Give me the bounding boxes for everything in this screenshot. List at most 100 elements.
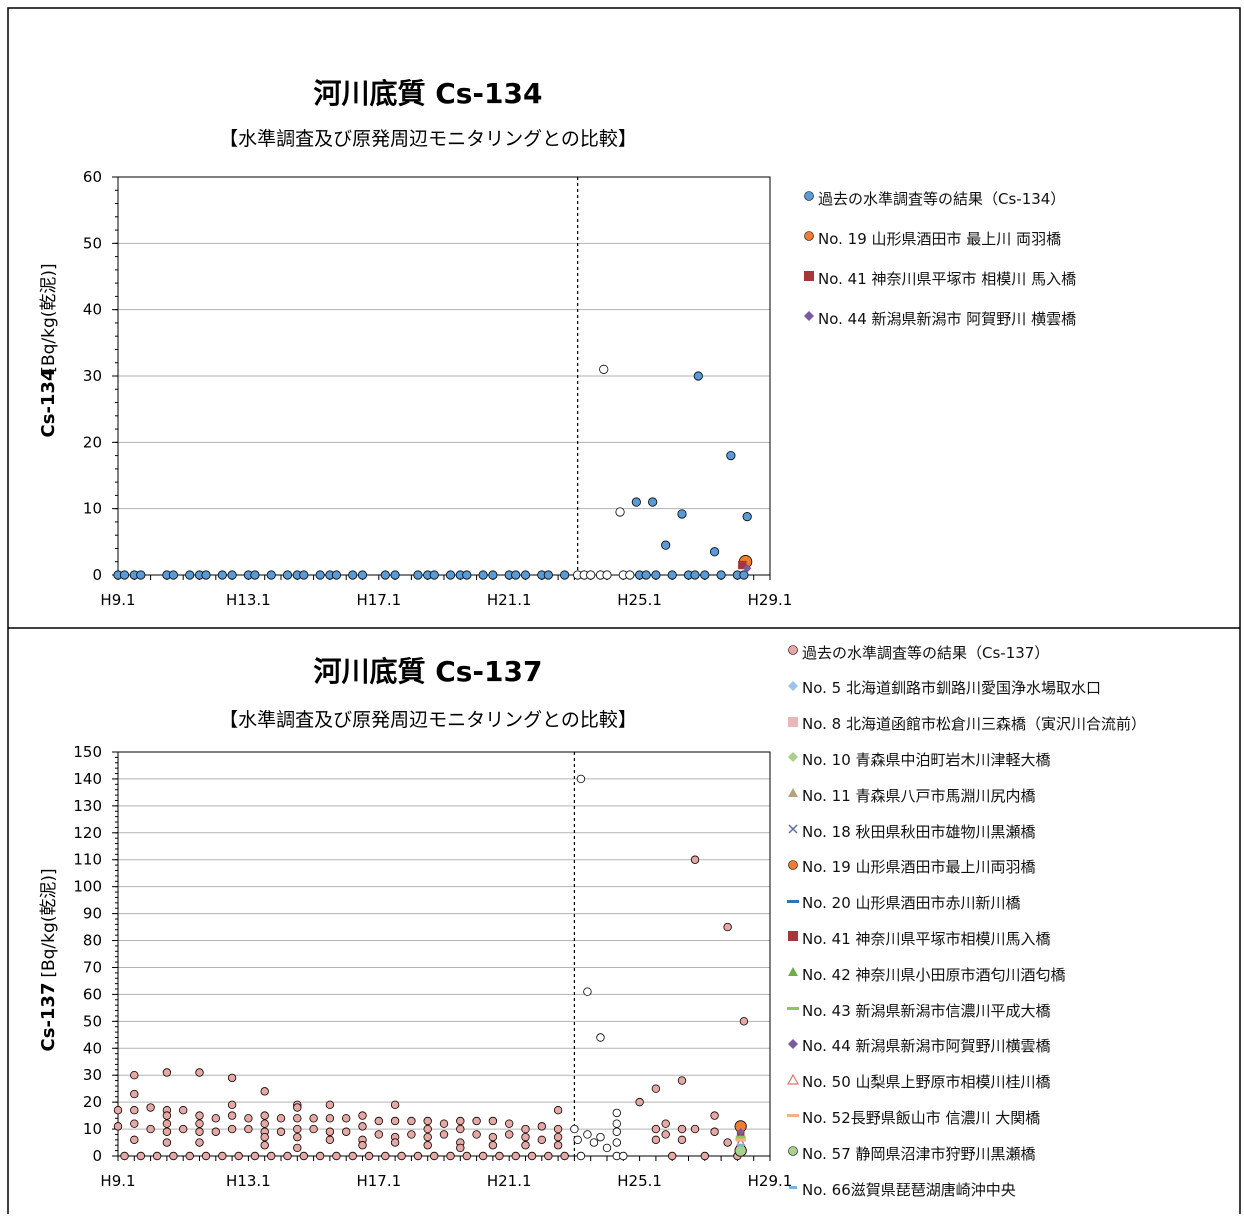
x-tick-label: H17.1: [356, 1172, 401, 1190]
data-point: [348, 570, 358, 580]
data-point: [168, 570, 179, 580]
data-point: [553, 1106, 563, 1115]
legend-label: No. 43 新潟県新潟市信濃川平成大橋: [802, 1001, 1051, 1020]
legend-label: No. 52長野県飯山市 信濃川 大関橋: [802, 1108, 1041, 1127]
data-point: [130, 1070, 139, 1080]
data-point: [462, 570, 472, 580]
data-point: [456, 1116, 465, 1126]
data-point: [299, 1151, 309, 1161]
data-point: [615, 507, 625, 517]
data-point: [293, 1103, 302, 1112]
data-point: [120, 1151, 129, 1161]
data-point: [521, 1124, 530, 1134]
data-point: [661, 540, 671, 550]
data-point: [195, 1119, 204, 1128]
data-point: [195, 1127, 204, 1136]
x-tick-label: H9.1: [100, 591, 135, 609]
data-point: [553, 1141, 563, 1150]
plot-area-cs134: 0 10 20 30 40 50 60 H9.1 H13.1 H17.1 H21.1 H25.1 H29…: [83, 168, 792, 609]
y-tick-label: 130: [73, 797, 102, 815]
y-tick-label: 30: [83, 367, 102, 385]
data-point: [612, 1108, 621, 1118]
legend-marker-icon: [802, 229, 816, 247]
data-point: [407, 1116, 416, 1126]
data-point: [244, 1114, 253, 1123]
data-point: [130, 1106, 139, 1115]
data-point: [667, 570, 677, 580]
legend-marker-icon: [786, 786, 800, 804]
legend-label: No. 50 山梨県上野原市相模川桂川橋: [802, 1073, 1051, 1092]
data-point: [576, 774, 586, 784]
data-point: [146, 1103, 155, 1112]
data-point: [325, 1135, 335, 1145]
data-point: [543, 570, 553, 580]
y-tick-label: 60: [83, 168, 102, 186]
data-point: [234, 1151, 243, 1161]
data-point: [211, 1127, 220, 1136]
data-point: [738, 560, 747, 570]
data-point: [217, 570, 227, 580]
data-point: [723, 1138, 732, 1147]
data-point: [693, 371, 703, 381]
data-point: [309, 1114, 318, 1123]
data-point: [429, 570, 439, 580]
data-point: [374, 1130, 383, 1139]
legend-marker-icon: [786, 1144, 800, 1162]
data-point: [227, 1124, 237, 1134]
data-point: [560, 570, 570, 580]
data-point: [596, 1033, 605, 1042]
data-point: [602, 1143, 612, 1153]
x-tick-label: H9.1: [100, 1172, 135, 1190]
plot-area-cs137: 0 10 20 30 40 50 60 70 80 90 100 110 120 130 140 150 H9.…: [73, 743, 792, 1190]
data-point: [521, 1141, 530, 1150]
y-axis-label-unit-cs134: [Bq/kg(乾泥)]: [39, 263, 59, 372]
legend-item: No. 19 山形県酒田市最上川両羽橋: [786, 857, 1036, 877]
data-point: [390, 1100, 400, 1110]
data-point: [390, 570, 400, 580]
data-point: [169, 1151, 178, 1161]
data-point: [260, 1141, 269, 1150]
data-point: [737, 1143, 745, 1147]
data-point: [293, 1143, 302, 1153]
data-point: [130, 1119, 139, 1128]
legend-label: No. 44 新潟県新潟市阿賀野川横雲橋: [802, 1037, 1051, 1056]
data-point: [244, 1124, 253, 1134]
legend-item: No. 42 神奈川県小田原市酒匂川酒匂橋: [786, 964, 1066, 984]
data-point: [596, 1132, 605, 1142]
y-tick-label: 0: [92, 566, 102, 584]
legend-marker-icon: [786, 929, 800, 947]
legend-label: No. 42 神奈川県小田原市酒匂川酒匂橋: [802, 965, 1066, 984]
data-point: [218, 1151, 227, 1161]
data-point: [374, 1116, 383, 1126]
y-tick-label: 90: [83, 905, 102, 923]
data-point: [348, 1151, 357, 1161]
data-point: [602, 570, 612, 580]
data-point: [299, 570, 309, 580]
y-tick-label: 50: [83, 234, 102, 252]
legend-item: No. 20 山形県酒田市赤川新川橋: [786, 893, 1021, 913]
data-point: [612, 1119, 621, 1128]
data-point: [283, 1151, 292, 1161]
data-point: [739, 570, 749, 580]
data-point: [537, 1122, 546, 1131]
data-point: [560, 1151, 569, 1161]
y-tick-label: 150: [73, 743, 102, 761]
legend-label: No. 19 山形県酒田市 最上川 両羽橋: [818, 229, 1062, 248]
legend-label: 過去の水準調査等の結果（Cs-137）: [802, 643, 1050, 662]
data-point: [527, 1151, 537, 1161]
legend-item: No. 66滋賀県琵琶湖唐崎沖中央: [786, 1179, 1016, 1199]
data-point: [446, 1151, 455, 1161]
data-point: [439, 1130, 449, 1139]
data-point: [136, 570, 146, 580]
data-point: [332, 1151, 341, 1161]
data-point: [573, 1135, 582, 1145]
data-point: [250, 570, 260, 580]
data-point: [742, 564, 752, 573]
legend-label: No. 8 北海道函館市松倉川三森橋（寅沢川合流前）: [802, 715, 1146, 734]
y-tick-label: 10: [83, 500, 102, 518]
data-point: [423, 1132, 432, 1142]
data-point: [544, 1151, 553, 1161]
data-point: [136, 1151, 146, 1161]
data-point: [488, 1141, 498, 1150]
data-point: [390, 1138, 400, 1147]
